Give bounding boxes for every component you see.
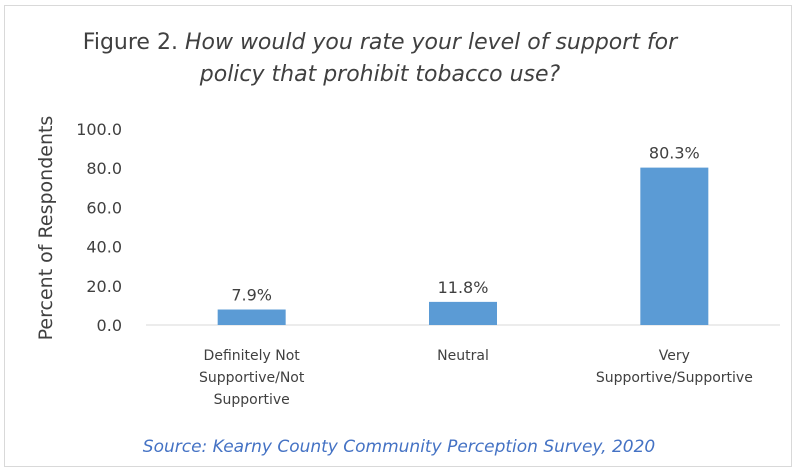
x-tick-label: Supportive bbox=[214, 392, 290, 408]
y-tick-label: 80.0 bbox=[86, 159, 122, 178]
chart-title-italic-2: policy that prohibit tobacco use? bbox=[199, 62, 561, 87]
source-note: Source: Kearny County Community Percepti… bbox=[142, 437, 656, 457]
chart-title-line1: Figure 2. How would you rate your level … bbox=[80, 28, 680, 58]
data-label: 11.8% bbox=[438, 278, 489, 297]
x-tick-label: Supportive/Not bbox=[199, 370, 305, 386]
y-tick-label: 60.0 bbox=[86, 198, 122, 217]
y-tick-label: 40.0 bbox=[86, 238, 122, 257]
x-tick-label: Definitely Not bbox=[204, 348, 301, 364]
data-label: 80.3% bbox=[649, 144, 700, 163]
chart-title-line2: policy that prohibit tobacco use? bbox=[80, 60, 680, 90]
y-tick-label: 100.0 bbox=[76, 120, 122, 139]
chart-title-prefix: Figure 2. bbox=[82, 30, 185, 55]
x-tick-label: Neutral bbox=[437, 348, 489, 364]
data-label: 7.9% bbox=[231, 286, 272, 305]
x-tick-label: Very bbox=[659, 348, 690, 364]
y-tick-label: 0.0 bbox=[97, 316, 122, 335]
bar bbox=[640, 167, 709, 325]
bar bbox=[429, 301, 497, 325]
bar bbox=[217, 309, 286, 325]
y-tick-label: 20.0 bbox=[86, 277, 122, 296]
x-tick-label: Supportive/Supportive bbox=[596, 370, 753, 386]
chart-title-italic-1: How would you rate your level of support… bbox=[184, 30, 678, 55]
